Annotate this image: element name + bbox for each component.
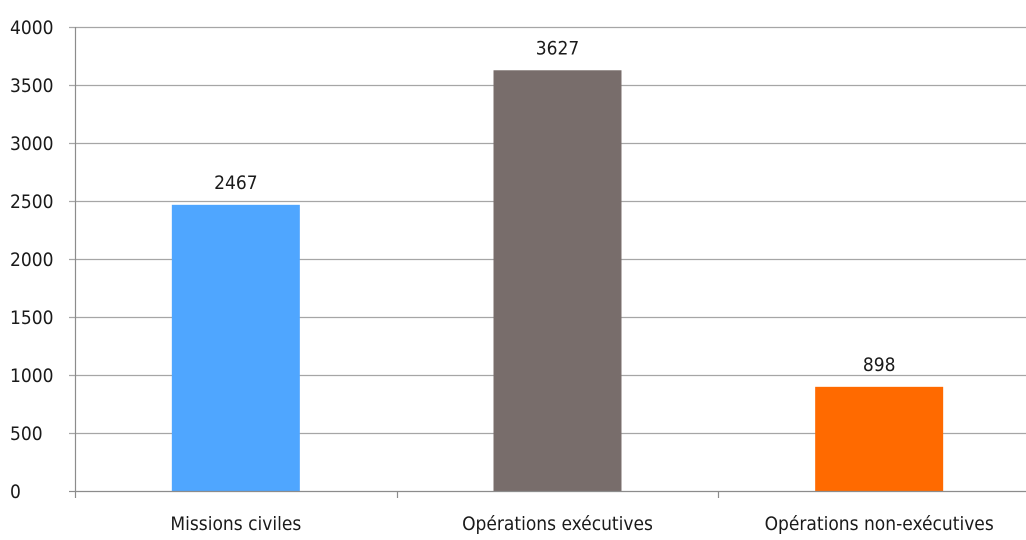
y-tick-label: 1000 [10,365,54,387]
x-category-label: Opérations non-exécutives [765,513,994,535]
y-tick-label: 2500 [10,191,54,213]
y-tick-label: 3000 [10,133,54,155]
y-tick-label: 4000 [10,17,54,39]
y-tick-label: 1500 [10,307,54,329]
bar [493,70,622,491]
bar [815,386,944,491]
data-label: 898 [863,354,896,376]
y-tick-label: 2000 [10,249,54,271]
labels: 0 500 1000 1500 2000 2500 3000 3500 4000 2467 Miss… [10,17,994,535]
axes [69,27,1026,498]
data-label: 3627 [536,37,580,59]
bar [171,204,300,491]
bars [171,70,944,491]
y-tick-label: 3500 [10,75,54,97]
x-category-label: Opérations exécutives [462,513,653,535]
data-label: 2467 [214,172,258,194]
y-tick-label: 0 [10,481,21,503]
x-category-label: Missions civiles [170,513,301,535]
y-tick-label: 500 [10,423,43,445]
